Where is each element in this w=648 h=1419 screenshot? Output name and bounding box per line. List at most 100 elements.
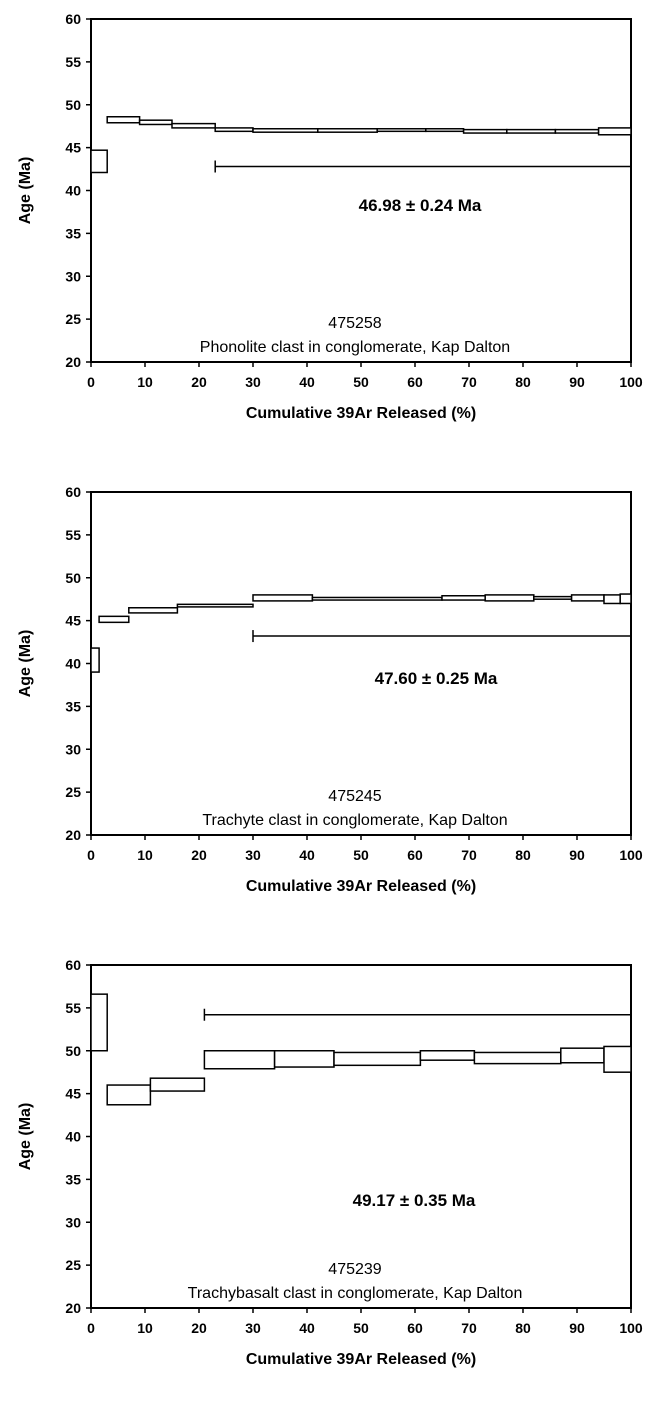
- y-tick-label: 40: [65, 183, 81, 199]
- x-tick-label: 50: [353, 374, 369, 390]
- age-spectrum-chart-475245: 20 25 30 35 40 45 50 55 60 0 10 20 30 40 50 60 70 80 90 100…: [0, 473, 648, 946]
- x-tick-label: 50: [353, 847, 369, 863]
- age-step-box: [106, 116, 141, 124]
- x-axis-title: Cumulative 39Ar Released (%): [246, 405, 476, 422]
- age-step-box: [570, 594, 605, 602]
- x-tick-label: 30: [245, 847, 261, 863]
- age-step-box: [90, 149, 108, 174]
- x-tick-label: 10: [137, 1320, 153, 1336]
- x-tick-label: 10: [137, 374, 153, 390]
- chart-svg: 20 25 30 35 40 45 50 55 60 0 10 20 30 40 50 60 70 80 90 100…: [17, 484, 643, 895]
- age-step-box: [138, 119, 173, 126]
- age-step-box: [214, 127, 254, 133]
- age-step-box: [603, 594, 621, 605]
- x-tick-label: 0: [87, 374, 95, 390]
- age-step-box: [597, 127, 632, 136]
- plateau-age-label: 47.60 ± 0.25 Ma: [375, 669, 498, 688]
- y-axis-title: Age (Ma): [17, 157, 34, 225]
- y-tick-label: 35: [65, 225, 81, 241]
- x-tick-label: 90: [569, 1320, 585, 1336]
- x-tick-label: 0: [87, 1320, 95, 1336]
- age-step-box: [619, 593, 632, 605]
- y-tick-label: 30: [65, 741, 81, 757]
- x-tick-label: 80: [515, 1320, 531, 1336]
- age-step-box: [506, 128, 557, 134]
- sample-description: Trachyte clast in conglomerate, Kap Dalt…: [202, 812, 507, 829]
- age-spectrum-chart-475258: 20 25 30 35 40 45 50 55 60 0 10 20 30 40 50 60 70 80 90 100…: [0, 0, 648, 473]
- y-tick-label: 50: [65, 570, 81, 586]
- age-step-box: [98, 615, 130, 624]
- x-tick-label: 100: [619, 374, 643, 390]
- plot-frame: [90, 964, 632, 1309]
- age-step-box: [462, 128, 508, 134]
- age-step-box: [473, 1051, 562, 1065]
- age-step-box: [317, 128, 378, 133]
- age-step-box: [273, 1050, 335, 1068]
- y-tick-label: 55: [65, 1000, 81, 1016]
- y-tick-label: 35: [65, 698, 81, 714]
- age-step-box: [171, 122, 216, 129]
- y-tick-label: 45: [65, 140, 81, 156]
- x-tick-label: 40: [299, 1320, 315, 1336]
- x-tick-label: 100: [619, 847, 643, 863]
- age-step-box: [203, 1050, 276, 1070]
- y-tick-label: 30: [65, 268, 81, 284]
- chart-svg: 20 25 30 35 40 45 50 55 60 0 10 20 30 40 50 60 70 80 90 100…: [17, 957, 643, 1368]
- age-step-box: [90, 647, 100, 673]
- plot-frame: [90, 18, 632, 363]
- x-axis-title: Cumulative 39Ar Released (%): [246, 1351, 476, 1368]
- y-tick-label: 20: [65, 354, 81, 370]
- sample-id: 475258: [328, 315, 381, 332]
- x-tick-label: 90: [569, 374, 585, 390]
- sample-description: Phonolite clast in conglomerate, Kap Dal…: [200, 339, 510, 356]
- age-step-box: [419, 1050, 476, 1061]
- age-step-box: [311, 596, 443, 601]
- x-tick-label: 10: [137, 847, 153, 863]
- y-tick-label: 50: [65, 97, 81, 113]
- plateau-age-label: 49.17 ± 0.35 Ma: [353, 1191, 476, 1210]
- y-tick-label: 25: [65, 784, 81, 800]
- plot-frame: [90, 491, 632, 836]
- y-axis-title: Age (Ma): [17, 630, 34, 698]
- x-tick-label: 60: [407, 1320, 423, 1336]
- x-tick-label: 70: [461, 847, 477, 863]
- age-step-box: [252, 594, 314, 602]
- age-step-box: [560, 1047, 605, 1064]
- y-tick-label: 45: [65, 1086, 81, 1102]
- y-tick-label: 35: [65, 1171, 81, 1187]
- age-step-box: [333, 1051, 422, 1067]
- y-tick-label: 55: [65, 527, 81, 543]
- x-tick-label: 0: [87, 847, 95, 863]
- y-tick-label: 60: [65, 957, 81, 973]
- age-step-box: [128, 607, 179, 614]
- x-tick-label: 80: [515, 374, 531, 390]
- x-tick-label: 60: [407, 374, 423, 390]
- age-step-box: [376, 128, 427, 133]
- y-tick-label: 25: [65, 311, 81, 327]
- age-step-box: [484, 594, 535, 602]
- x-tick-label: 20: [191, 374, 207, 390]
- y-tick-label: 40: [65, 656, 81, 672]
- x-tick-label: 30: [245, 1320, 261, 1336]
- x-tick-label: 20: [191, 1320, 207, 1336]
- x-tick-label: 70: [461, 374, 477, 390]
- x-tick-label: 100: [619, 1320, 643, 1336]
- y-tick-label: 50: [65, 1043, 81, 1059]
- x-tick-label: 60: [407, 847, 423, 863]
- sample-id: 475239: [328, 1261, 381, 1278]
- age-step-box: [90, 993, 108, 1052]
- age-step-box: [441, 595, 486, 601]
- x-tick-label: 90: [569, 847, 585, 863]
- y-tick-label: 60: [65, 11, 81, 27]
- age-step-box: [176, 603, 254, 608]
- age-spectrum-chart-475239: 20 25 30 35 40 45 50 55 60 0 10 20 30 40 50 60 70 80 90 100…: [0, 946, 648, 1419]
- y-tick-label: 25: [65, 1257, 81, 1273]
- x-tick-label: 40: [299, 847, 315, 863]
- y-tick-label: 20: [65, 1300, 81, 1316]
- age-step-box: [533, 595, 573, 600]
- x-axis-title: Cumulative 39Ar Released (%): [246, 878, 476, 895]
- x-tick-label: 20: [191, 847, 207, 863]
- age-step-box: [149, 1077, 206, 1092]
- age-step-box: [554, 128, 600, 134]
